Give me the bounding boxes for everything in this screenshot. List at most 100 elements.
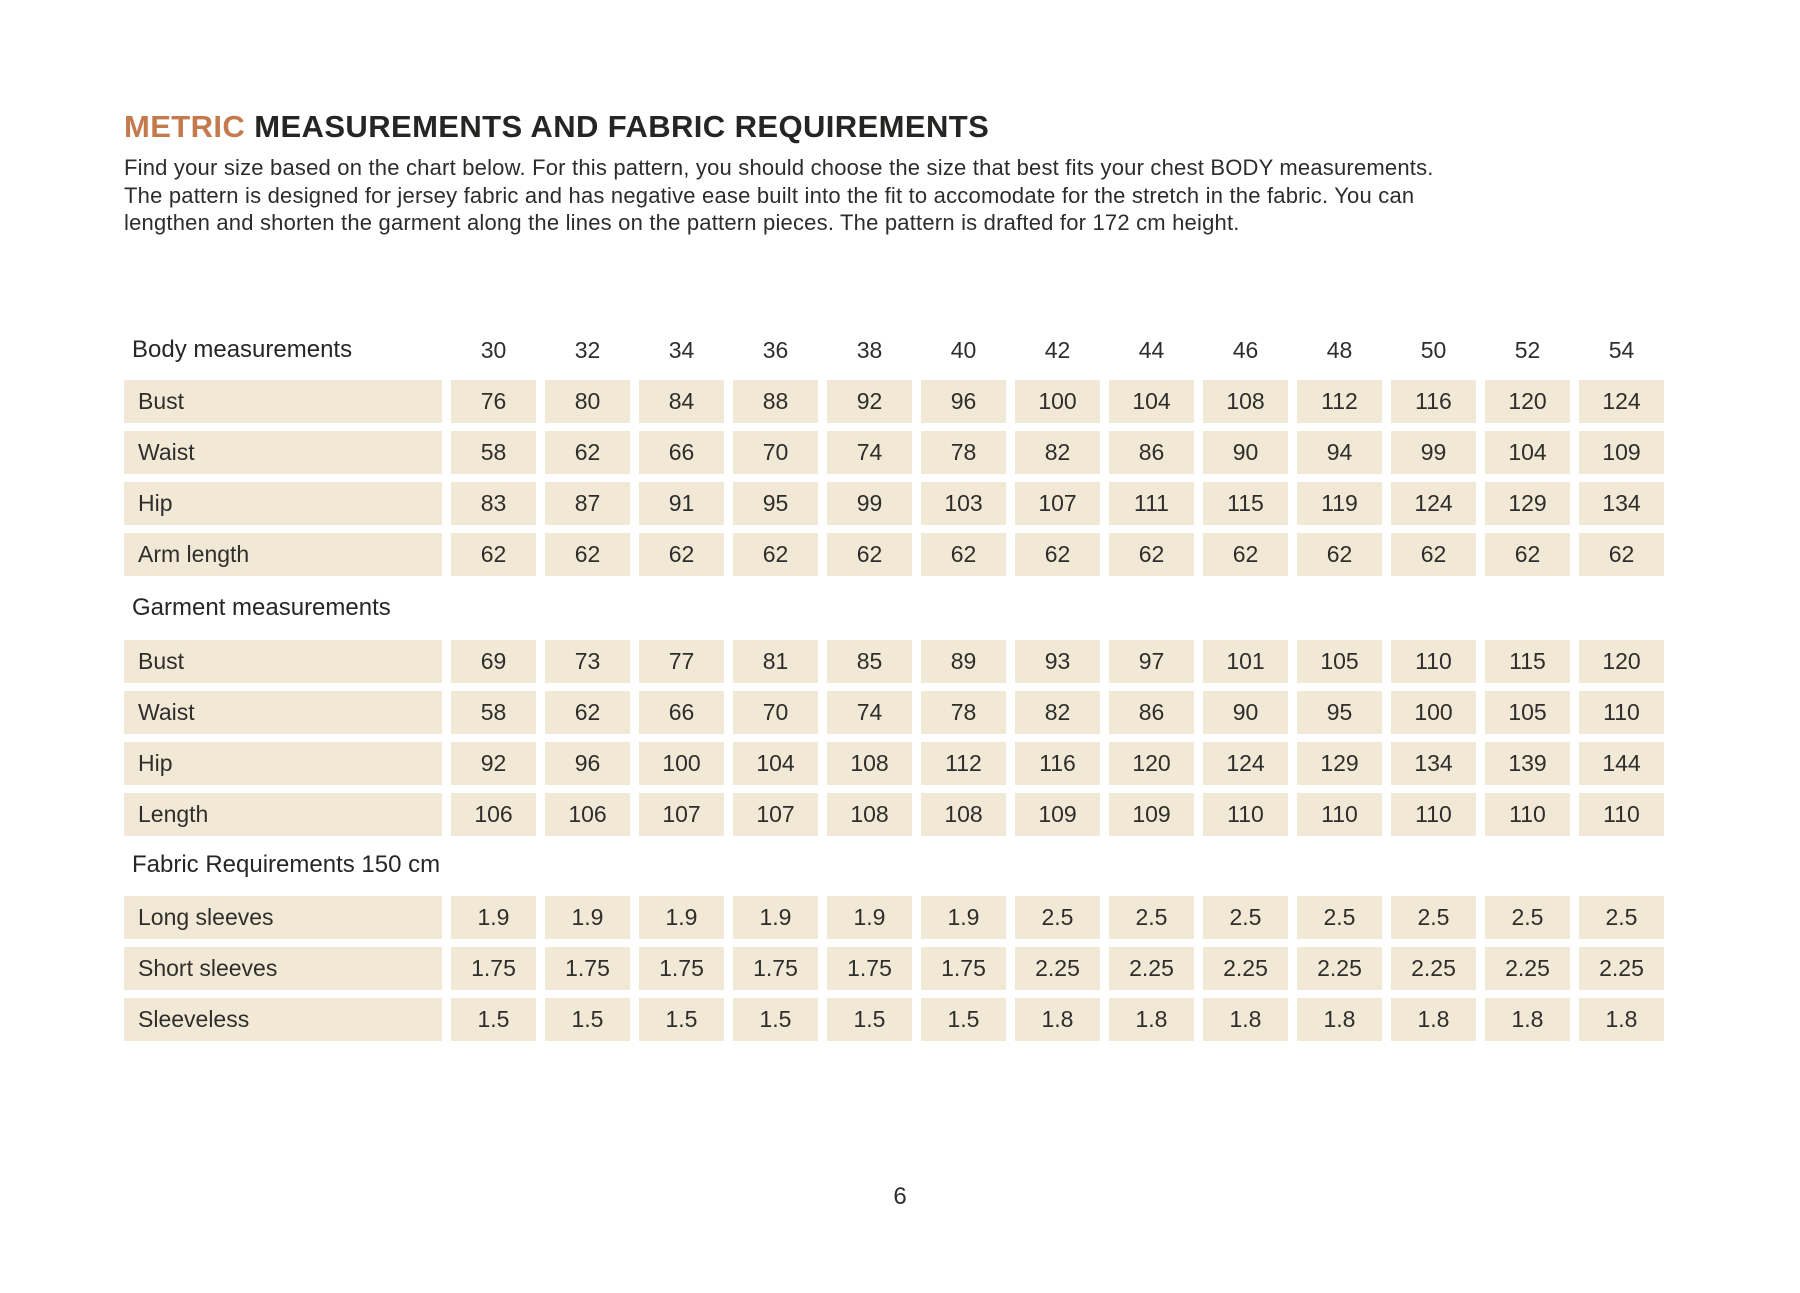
measurement-value: 109 bbox=[1109, 792, 1194, 836]
measurement-value: 1.75 bbox=[451, 946, 536, 990]
measurement-value: 110 bbox=[1391, 792, 1476, 836]
page-title: METRIC MEASUREMENTS AND FABRIC REQUIREME… bbox=[124, 108, 1677, 146]
measurement-value: 120 bbox=[1485, 379, 1570, 423]
row-label: Waist bbox=[124, 430, 442, 474]
measurement-value: 106 bbox=[451, 792, 536, 836]
intro-paragraph: Find your size based on the chart below.… bbox=[124, 154, 1677, 237]
measurement-value: 1.9 bbox=[639, 895, 724, 939]
measurement-value: 115 bbox=[1485, 639, 1570, 683]
measurement-value: 144 bbox=[1579, 741, 1664, 785]
row-label: Hip bbox=[124, 741, 442, 785]
intro-line: The pattern is designed for jersey fabri… bbox=[124, 182, 1415, 208]
measurement-value: 139 bbox=[1485, 741, 1570, 785]
measurement-value: 1.8 bbox=[1015, 997, 1100, 1041]
measurement-value: 73 bbox=[545, 639, 630, 683]
measurement-value: 1.5 bbox=[733, 997, 818, 1041]
measurement-value: 62 bbox=[1109, 532, 1194, 576]
section-header-label: Body measurements bbox=[132, 336, 353, 363]
measurement-value: 62 bbox=[827, 532, 912, 576]
measurement-value: 78 bbox=[921, 430, 1006, 474]
measurement-value: 62 bbox=[451, 532, 536, 576]
measurement-value: 70 bbox=[733, 430, 818, 474]
measurement-value: 1.5 bbox=[545, 997, 630, 1041]
measurement-value: 108 bbox=[921, 792, 1006, 836]
measurement-value: 1.75 bbox=[921, 946, 1006, 990]
measurement-value: 1.8 bbox=[1109, 997, 1194, 1041]
measurement-value: 129 bbox=[1297, 741, 1382, 785]
measurement-value: 101 bbox=[1203, 639, 1288, 683]
page-title-rest: MEASUREMENTS AND FABRIC REQUIREMENTS bbox=[254, 109, 990, 144]
measurement-value: 108 bbox=[827, 792, 912, 836]
measurement-value: 2.5 bbox=[1579, 895, 1664, 939]
table-row: Hip 92 96 100 104 108 112 116 120 124 129 134 139 144 bbox=[124, 741, 1677, 785]
measurement-value: 124 bbox=[1203, 741, 1288, 785]
measurement-value: 69 bbox=[451, 639, 536, 683]
measurement-value: 104 bbox=[1109, 379, 1194, 423]
measurement-value: 111 bbox=[1109, 481, 1194, 525]
measurement-value: 104 bbox=[733, 741, 818, 785]
measurement-value: 90 bbox=[1203, 690, 1288, 734]
measurement-value: 1.9 bbox=[451, 895, 536, 939]
section-header-row: Garment measurements bbox=[124, 587, 1677, 630]
intro-line: Find your size based on the chart below.… bbox=[124, 155, 1434, 180]
measurement-value: 62 bbox=[1297, 532, 1382, 576]
table-row: Bust 69 73 77 81 85 89 93 97 101 105 110 115 120 bbox=[124, 639, 1677, 683]
measurement-value: 62 bbox=[545, 532, 630, 576]
measurement-value: 2.5 bbox=[1485, 895, 1570, 939]
section-header-row: Fabric Requirements 150 cm bbox=[124, 844, 1677, 887]
measurement-value: 2.5 bbox=[1015, 895, 1100, 939]
measurement-value: 107 bbox=[1015, 481, 1100, 525]
measurement-value: 74 bbox=[827, 430, 912, 474]
measurement-value: 2.5 bbox=[1391, 895, 1476, 939]
measurement-value: 1.75 bbox=[827, 946, 912, 990]
measurement-value: 1.75 bbox=[545, 946, 630, 990]
measurement-value: 88 bbox=[733, 379, 818, 423]
table-row: Sleeveless 1.5 1.5 1.5 1.5 1.5 1.5 1.8 1.8 1.8 1.8… bbox=[124, 997, 1677, 1041]
measurement-value: 2.25 bbox=[1485, 946, 1570, 990]
measurement-value: 100 bbox=[1015, 379, 1100, 423]
measurement-value: 2.5 bbox=[1203, 895, 1288, 939]
measurement-value: 96 bbox=[921, 379, 1006, 423]
measurement-value: 62 bbox=[1203, 532, 1288, 576]
measurement-value: 120 bbox=[1109, 741, 1194, 785]
size-column-header: 46 bbox=[1232, 336, 1259, 363]
measurement-value: 108 bbox=[827, 741, 912, 785]
table-row: Long sleeves 1.9 1.9 1.9 1.9 1.9 1.9 2.5 2.5 2.5 2… bbox=[124, 895, 1677, 939]
measurement-value: 97 bbox=[1109, 639, 1194, 683]
measurement-value: 84 bbox=[639, 379, 724, 423]
size-column-header: 40 bbox=[950, 336, 977, 363]
measurement-value: 106 bbox=[545, 792, 630, 836]
measurement-value: 1.9 bbox=[545, 895, 630, 939]
measurement-value: 2.25 bbox=[1579, 946, 1664, 990]
row-label: Bust bbox=[124, 639, 442, 683]
size-column-header: 34 bbox=[668, 336, 695, 363]
measurement-value: 110 bbox=[1203, 792, 1288, 836]
measurement-value: 1.9 bbox=[921, 895, 1006, 939]
row-label: Arm length bbox=[124, 532, 442, 576]
measurement-value: 70 bbox=[733, 690, 818, 734]
measurement-value: 62 bbox=[545, 430, 630, 474]
measurement-value: 129 bbox=[1485, 481, 1570, 525]
section-header-row: Body measurements 30 32 34 36 38 40 42 44 46 48 50 5… bbox=[124, 329, 1677, 372]
measurement-value: 92 bbox=[451, 741, 536, 785]
measurement-value: 112 bbox=[921, 741, 1006, 785]
size-column-header: 42 bbox=[1044, 336, 1071, 363]
measurement-value: 2.5 bbox=[1297, 895, 1382, 939]
size-column-header: 30 bbox=[480, 336, 507, 363]
measurement-value: 110 bbox=[1391, 639, 1476, 683]
measurement-value: 77 bbox=[639, 639, 724, 683]
measurement-value: 62 bbox=[1579, 532, 1664, 576]
row-label: Sleeveless bbox=[124, 997, 442, 1041]
row-label: Length bbox=[124, 792, 442, 836]
measurement-value: 74 bbox=[827, 690, 912, 734]
measurement-value: 85 bbox=[827, 639, 912, 683]
measurement-value: 124 bbox=[1579, 379, 1664, 423]
measurement-value: 96 bbox=[545, 741, 630, 785]
measurement-value: 66 bbox=[639, 430, 724, 474]
measurement-value: 110 bbox=[1579, 792, 1664, 836]
measurement-value: 115 bbox=[1203, 481, 1288, 525]
size-column-header: 52 bbox=[1514, 336, 1541, 363]
table-row: Length 106 106 107 107 108 108 109 109 110 110 110 1… bbox=[124, 792, 1677, 836]
measurement-value: 109 bbox=[1015, 792, 1100, 836]
measurement-value: 95 bbox=[733, 481, 818, 525]
